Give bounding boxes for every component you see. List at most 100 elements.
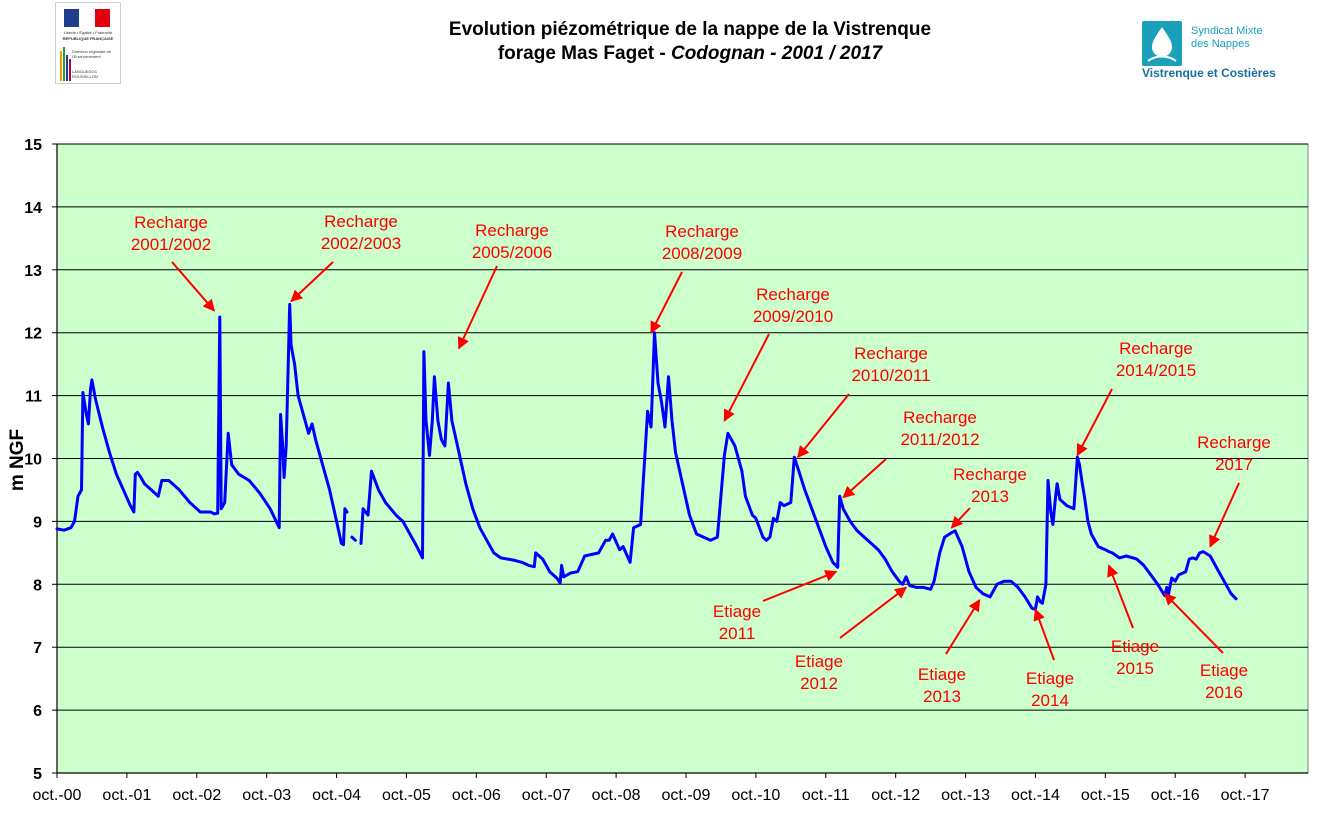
x-tick-label: oct.-14: [1011, 787, 1060, 804]
water-drop-icon: [1142, 21, 1182, 66]
annotation-text: 2012: [800, 674, 838, 693]
title-line-2b: Codognan - 2001 / 2017: [670, 43, 883, 64]
y-tick-label: 10: [24, 452, 42, 469]
annotation-arrow: [1209, 482, 1240, 548]
annotation-arrow: [797, 393, 850, 459]
republique-francaise-logo: Liberté • Égalité • Fraternité RÉPUBLIQU…: [55, 2, 121, 84]
y-tick-label: 11: [25, 389, 42, 406]
annotation-text: 2001/2002: [131, 235, 211, 254]
y-tick-label: 8: [33, 577, 42, 594]
annotations: Recharge2001/2002Recharge2002/2003Rechar…: [131, 212, 1271, 710]
x-tick-label: oct.-11: [802, 787, 850, 804]
annotation-arrow: [762, 570, 838, 602]
annotation-arrow: [457, 265, 498, 350]
annotation-text: 2005/2006: [472, 243, 552, 262]
annotation-recharge-2017: Recharge 2017: [1197, 433, 1271, 548]
y-tick-label: 7: [33, 640, 42, 657]
annotation-recharge-2002-2003: Recharge 2002/2003: [290, 212, 401, 303]
syndicat-name-line1: Syndicat Mixte: [1191, 25, 1263, 37]
series-line: [55, 302, 349, 547]
annotation-arrow: [945, 599, 981, 655]
syndicat-name-line2: des Nappes: [1191, 38, 1250, 50]
annotation-arrow: [1163, 592, 1224, 654]
x-tick-label: oct.-04: [312, 787, 361, 804]
y-tick-label: 12: [24, 326, 42, 343]
syndicat-subtitle: Vistrenque et Costières: [1142, 66, 1276, 80]
annotation-text: 2015: [1116, 659, 1154, 678]
annotation-recharge-2011-2012: Recharge 2011/2012: [842, 408, 980, 499]
annotation-text: Recharge: [1119, 339, 1193, 358]
annotation-text: Recharge: [134, 213, 208, 232]
axes: 5 6 7 8 9 10 11 12 13 14 15 oct.-00 oct.-01 oct.-02 oc…: [24, 137, 1308, 804]
annotation-arrow: [171, 261, 216, 312]
annotation-text: Etiage: [918, 665, 966, 684]
x-tick-label: oct.-10: [731, 787, 780, 804]
annotation-recharge-2013: Recharge 2013: [950, 465, 1027, 529]
annotation-text: 2011: [719, 624, 756, 643]
annotation-text: 2017: [1215, 455, 1253, 474]
dren-bars-icon: [60, 47, 71, 81]
annotation-etiage-2012: Etiage 2012: [795, 586, 908, 693]
x-tick-label: oct.-05: [382, 787, 431, 804]
logo-republique: RÉPUBLIQUE FRANÇAISE: [62, 36, 114, 41]
x-tick-label: oct.-08: [592, 787, 641, 804]
series-line: [359, 331, 1238, 611]
grid-lines: [57, 143, 1308, 711]
annotation-text: 2011/2012: [900, 430, 979, 449]
annotation-text: 2014/2015: [1116, 361, 1196, 380]
annotation-arrow: [1076, 388, 1113, 457]
logo-direction: Direction régionale de l'Environnement: [72, 49, 111, 59]
x-tick-label: oct.-03: [242, 787, 291, 804]
annotation-text: Recharge: [475, 221, 549, 240]
annotation-recharge-2005-2006: Recharge 2005/2006: [457, 221, 552, 350]
x-tick-label: oct.-01: [102, 787, 151, 804]
annotation-etiage-2011: Etiage 2011: [713, 570, 838, 643]
annotation-arrow: [650, 271, 683, 334]
title-line-2: forage Mas Faget - Codognan - 2001 / 201…: [340, 42, 1040, 66]
x-tick-label: oct.-02: [172, 787, 221, 804]
annotation-text: Etiage: [1111, 637, 1159, 656]
annotation-text: 2010/2011: [851, 366, 930, 385]
annotation-recharge-2001-2002: Recharge 2001/2002: [131, 213, 216, 312]
annotation-text: 2013: [923, 687, 961, 706]
annotation-text: Etiage: [713, 602, 761, 621]
annotation-text: 2013: [971, 487, 1009, 506]
x-tick-label: oct.-00: [33, 787, 82, 804]
x-tick-label: oct.-09: [662, 787, 711, 804]
x-tick-label: oct.-13: [941, 787, 990, 804]
annotation-arrow: [839, 586, 908, 639]
annotation-text: Recharge: [756, 285, 830, 304]
x-tick-label: oct.-07: [522, 787, 571, 804]
annotation-recharge-2010-2011: Recharge 2010/2011: [797, 344, 931, 459]
syndicat-logo: Syndicat Mixte des Nappes Vistrenque et …: [1135, 18, 1285, 82]
annotation-text: 2016: [1205, 683, 1243, 702]
x-tick-label: oct.-15: [1081, 787, 1130, 804]
annotation-text: Recharge: [665, 222, 739, 241]
y-tick-label: 15: [24, 137, 42, 154]
series: [55, 302, 1238, 611]
annotation-arrow: [842, 458, 887, 499]
annotation-text: Recharge: [903, 408, 977, 427]
y-axis-label: m NGF: [7, 429, 28, 491]
x-tick-label: oct.-17: [1221, 787, 1270, 804]
annotation-recharge-2009-2010: Recharge 2009/2010: [723, 285, 833, 422]
title-line-2a: forage Mas Faget -: [497, 43, 671, 64]
annotation-text: 2008/2009: [662, 244, 742, 263]
annotation-text: Recharge: [1197, 433, 1271, 452]
annotation-text: Etiage: [795, 652, 843, 671]
annotation-text: 2014: [1031, 691, 1069, 710]
annotation-etiage-2015: Etiage 2015: [1107, 564, 1159, 678]
syndicat-name: Syndicat Mixte des Nappes: [1191, 25, 1263, 51]
annotation-text: 2002/2003: [321, 234, 401, 253]
y-tick-label: 13: [24, 263, 42, 280]
y-tick-label: 6: [33, 703, 42, 720]
y-tick-label: 5: [33, 766, 42, 783]
annotation-text: Recharge: [854, 344, 928, 363]
annotation-arrow: [1033, 608, 1055, 661]
annotation-text: Etiage: [1026, 669, 1074, 688]
logo-motto: Liberté • Égalité • Fraternité: [63, 30, 113, 35]
y-tick-label: 9: [33, 514, 42, 531]
annotation-arrow: [290, 261, 334, 303]
annotation-arrow: [1107, 564, 1134, 629]
